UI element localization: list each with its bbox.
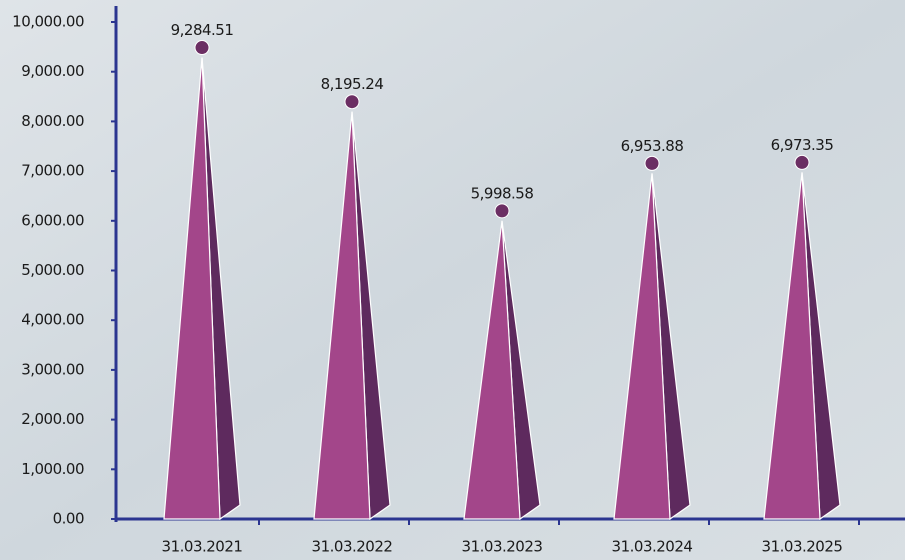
x-tick-label: 31.03.2023: [462, 538, 543, 556]
x-tick-label: 31.03.2024: [612, 538, 693, 556]
y-tick-label: 9,000.00: [21, 62, 84, 80]
value-label: 6,953.88: [621, 137, 684, 155]
y-tick-label: 7,000.00: [21, 162, 84, 180]
y-tick-label: 5,000.00: [21, 261, 84, 279]
marker-dot: [344, 94, 360, 110]
pyramid-front: [763, 172, 821, 520]
y-tick-label: 4,000.00: [21, 311, 84, 329]
marker-dot: [644, 155, 660, 171]
marker-dot: [494, 203, 510, 219]
value-label: 5,998.58: [471, 184, 534, 202]
x-tick-label: 31.03.2021: [162, 538, 243, 556]
y-tick-label: 6,000.00: [21, 211, 84, 229]
y-tick-label: 2,000.00: [21, 410, 84, 428]
y-tick-label: 1,000.00: [21, 460, 84, 478]
pyramid-front: [163, 57, 221, 520]
pyramid-front: [313, 111, 371, 520]
x-tick-label: 31.03.2025: [762, 538, 843, 556]
value-label: 6,973.35: [771, 136, 834, 154]
y-tick-label: 10,000.00: [12, 13, 84, 31]
marker-dot: [194, 40, 210, 56]
y-tick-label: 8,000.00: [21, 112, 84, 130]
pyramid-front: [463, 220, 521, 520]
y-tick-label: 0.00: [53, 510, 84, 528]
marker-dot: [794, 154, 810, 170]
value-label: 8,195.24: [321, 75, 384, 93]
x-tick-label: 31.03.2022: [312, 538, 393, 556]
value-label: 9,284.51: [171, 21, 234, 39]
y-tick-label: 3,000.00: [21, 360, 84, 378]
pyramid-front: [613, 173, 671, 520]
